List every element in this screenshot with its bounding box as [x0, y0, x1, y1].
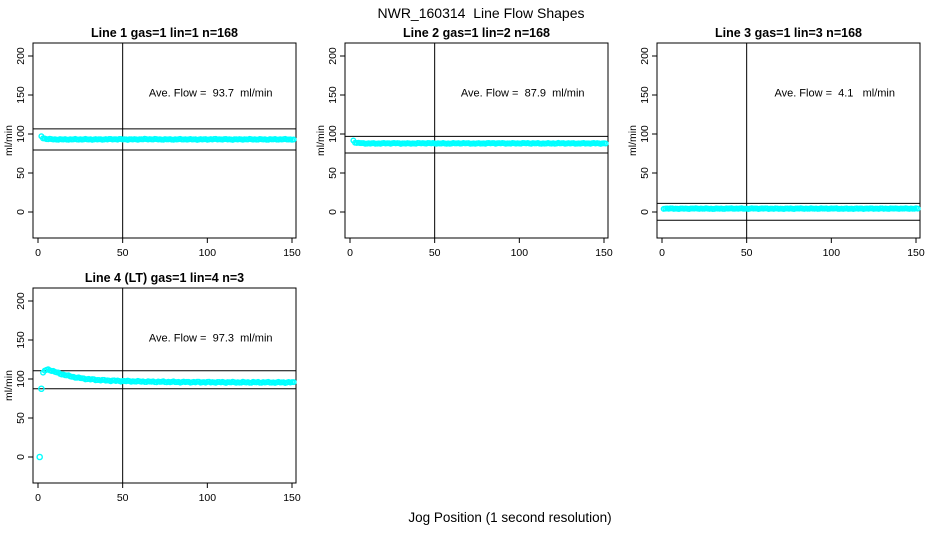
y-tick-label: 150: [327, 86, 339, 104]
plot-box: [32, 287, 297, 484]
y-tick-label: 50: [15, 167, 27, 179]
ave-flow-annotation: Ave. Flow = 97.3 ml/min: [149, 332, 273, 344]
y-axis: 0 50 100 150 200 ml/min: [627, 47, 657, 215]
y-tick-label: 0: [15, 454, 27, 460]
y-axis-title: ml/min: [3, 125, 15, 156]
y-tick-label: 100: [15, 370, 27, 388]
x-tick-label: 0: [35, 247, 41, 259]
y-tick-label: 100: [327, 125, 339, 143]
y-axis: 0 50 100 150 200 ml/min: [315, 47, 345, 215]
data-point: [290, 379, 297, 386]
y-axis-title: ml/min: [3, 370, 15, 401]
y-tick-label: 0: [639, 209, 651, 215]
x-tick-label: 150: [907, 247, 925, 259]
y-tick-label: 50: [639, 167, 651, 179]
y-tick-label: 200: [15, 47, 27, 65]
y-axis: 0 50 100 150 200 ml/min: [3, 47, 33, 215]
subplot-title: Line 3 gas=1 lin=3 n=168: [715, 26, 862, 40]
x-tick-label: 150: [283, 247, 301, 259]
x-tick-label: 50: [741, 247, 753, 259]
figure-title: NWR_160314 Line Flow Shapes: [377, 5, 585, 21]
subplot-4: Line 4 (LT) gas=1 lin=4 n=3 0 50 100 150 0 50 1…: [3, 271, 301, 504]
data-point: [914, 205, 921, 212]
x-axis: 0 50 100 150: [659, 238, 925, 259]
x-tick-label: 50: [429, 247, 441, 259]
y-tick-label: 200: [15, 292, 27, 310]
y-tick-label: 100: [639, 125, 651, 143]
y-tick-label: 0: [327, 209, 339, 215]
subplot-title: Line 2 gas=1 lin=2 n=168: [403, 26, 550, 40]
y-tick-label: 150: [15, 86, 27, 104]
data-points: [660, 205, 921, 213]
subplot-title: Line 4 (LT) gas=1 lin=4 n=3: [85, 271, 244, 285]
plot-box: [656, 42, 921, 239]
x-axis: 0 50 100 150: [35, 483, 301, 504]
ave-flow-annotation: Ave. Flow = 93.7 ml/min: [149, 87, 273, 99]
data-point: [38, 385, 45, 393]
x-axis-label: Jog Position (1 second resolution): [408, 510, 612, 525]
x-tick-label: 50: [117, 247, 129, 259]
data-point: [602, 140, 609, 147]
y-tick-label: 50: [327, 167, 339, 179]
y-axis-title: ml/min: [627, 125, 639, 156]
x-tick-label: 0: [659, 247, 665, 259]
y-tick-label: 200: [639, 47, 651, 65]
x-tick-label: 100: [823, 247, 841, 259]
subplot-1: Line 1 gas=1 lin=1 n=168 0 50 100 150 0 50 100 1…: [3, 26, 301, 259]
data-point: [36, 453, 43, 461]
y-tick-label: 50: [15, 412, 27, 424]
ave-flow-annotation: Ave. Flow = 87.9 ml/min: [461, 87, 585, 99]
subplot-title: Line 1 gas=1 lin=1 n=168: [91, 26, 238, 40]
x-tick-label: 100: [511, 247, 529, 259]
x-axis: 0 50 100 150: [35, 238, 301, 259]
x-tick-label: 150: [595, 247, 613, 259]
data-points: [36, 366, 297, 461]
data-points: [350, 137, 609, 147]
subplot-3: Line 3 gas=1 lin=3 n=168 0 50 100 150 0 50 100 1…: [627, 26, 925, 259]
x-tick-label: 100: [199, 247, 217, 259]
x-tick-label: 50: [117, 492, 129, 504]
subplot-2: Line 2 gas=1 lin=2 n=168 0 50 100 150 0 50 100 1…: [315, 26, 613, 259]
y-tick-label: 150: [639, 86, 651, 104]
plot-box: [344, 42, 609, 239]
ave-flow-annotation: Ave. Flow = 4.1 ml/min: [774, 87, 895, 99]
x-tick-label: 0: [347, 247, 353, 259]
y-axis-title: ml/min: [315, 125, 327, 156]
y-axis: 0 50 100 150 200 ml/min: [3, 292, 33, 460]
y-tick-label: 200: [327, 47, 339, 65]
data-point: [290, 136, 297, 143]
x-axis: 0 50 100 150: [347, 238, 613, 259]
y-tick-label: 100: [15, 125, 27, 143]
x-tick-label: 0: [35, 492, 41, 504]
y-tick-label: 150: [15, 331, 27, 349]
y-tick-label: 0: [15, 209, 27, 215]
x-tick-label: 100: [199, 492, 217, 504]
data-points: [38, 133, 297, 143]
x-tick-label: 150: [283, 492, 301, 504]
